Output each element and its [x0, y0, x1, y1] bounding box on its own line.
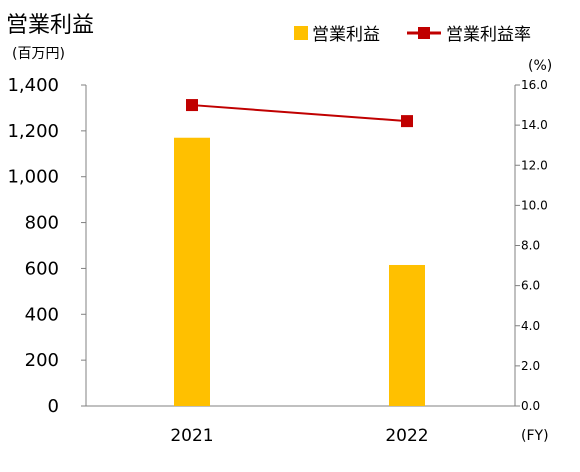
left-tick-label: 1,400	[7, 75, 59, 96]
right-tick-label: 12.0	[521, 158, 548, 172]
left-tick-label: 800	[25, 213, 59, 234]
x-tick-label: 2021	[170, 426, 213, 446]
bar	[174, 137, 210, 406]
right-tick-label: 0.0	[521, 399, 540, 413]
left-tick-label: 400	[25, 304, 59, 325]
left-tick-label: 0	[48, 396, 59, 417]
legend-line-marker	[418, 27, 430, 39]
x-tick-label: 2022	[385, 426, 428, 446]
axes: 0 200 400 600 800 1,000 1,200 1,400 0.0 2.0 4.0 6.0…	[7, 75, 547, 446]
left-tick-label: 1,000	[7, 167, 59, 188]
bars	[174, 137, 425, 406]
bar	[389, 264, 425, 406]
left-axis-unit: (百万円)	[12, 46, 65, 62]
right-tick-label: 14.0	[521, 118, 548, 132]
legend-bar-label: 営業利益	[312, 25, 380, 45]
chart-title: 営業利益	[6, 13, 94, 38]
right-tick-label: 8.0	[521, 239, 540, 253]
right-tick-label: 16.0	[521, 78, 548, 92]
right-tick-label: 10.0	[521, 198, 548, 212]
right-tick-label: 6.0	[521, 279, 540, 293]
line-point	[186, 99, 198, 112]
legend-bar-swatch	[294, 26, 308, 40]
legend: 営業利益 営業利益率	[294, 25, 531, 45]
right-tick-label: 2.0	[521, 359, 540, 373]
line-point	[401, 115, 413, 128]
x-axis-unit: (FY)	[521, 428, 549, 444]
line-series	[186, 99, 413, 128]
legend-line-label: 営業利益率	[446, 25, 531, 45]
right-axis-unit: (%)	[528, 58, 552, 74]
line-series-path	[191, 104, 408, 123]
left-tick-label: 1,200	[7, 121, 59, 142]
right-tick-label: 4.0	[521, 319, 540, 333]
left-tick-label: 200	[25, 350, 59, 371]
left-tick-label: 600	[25, 258, 59, 279]
